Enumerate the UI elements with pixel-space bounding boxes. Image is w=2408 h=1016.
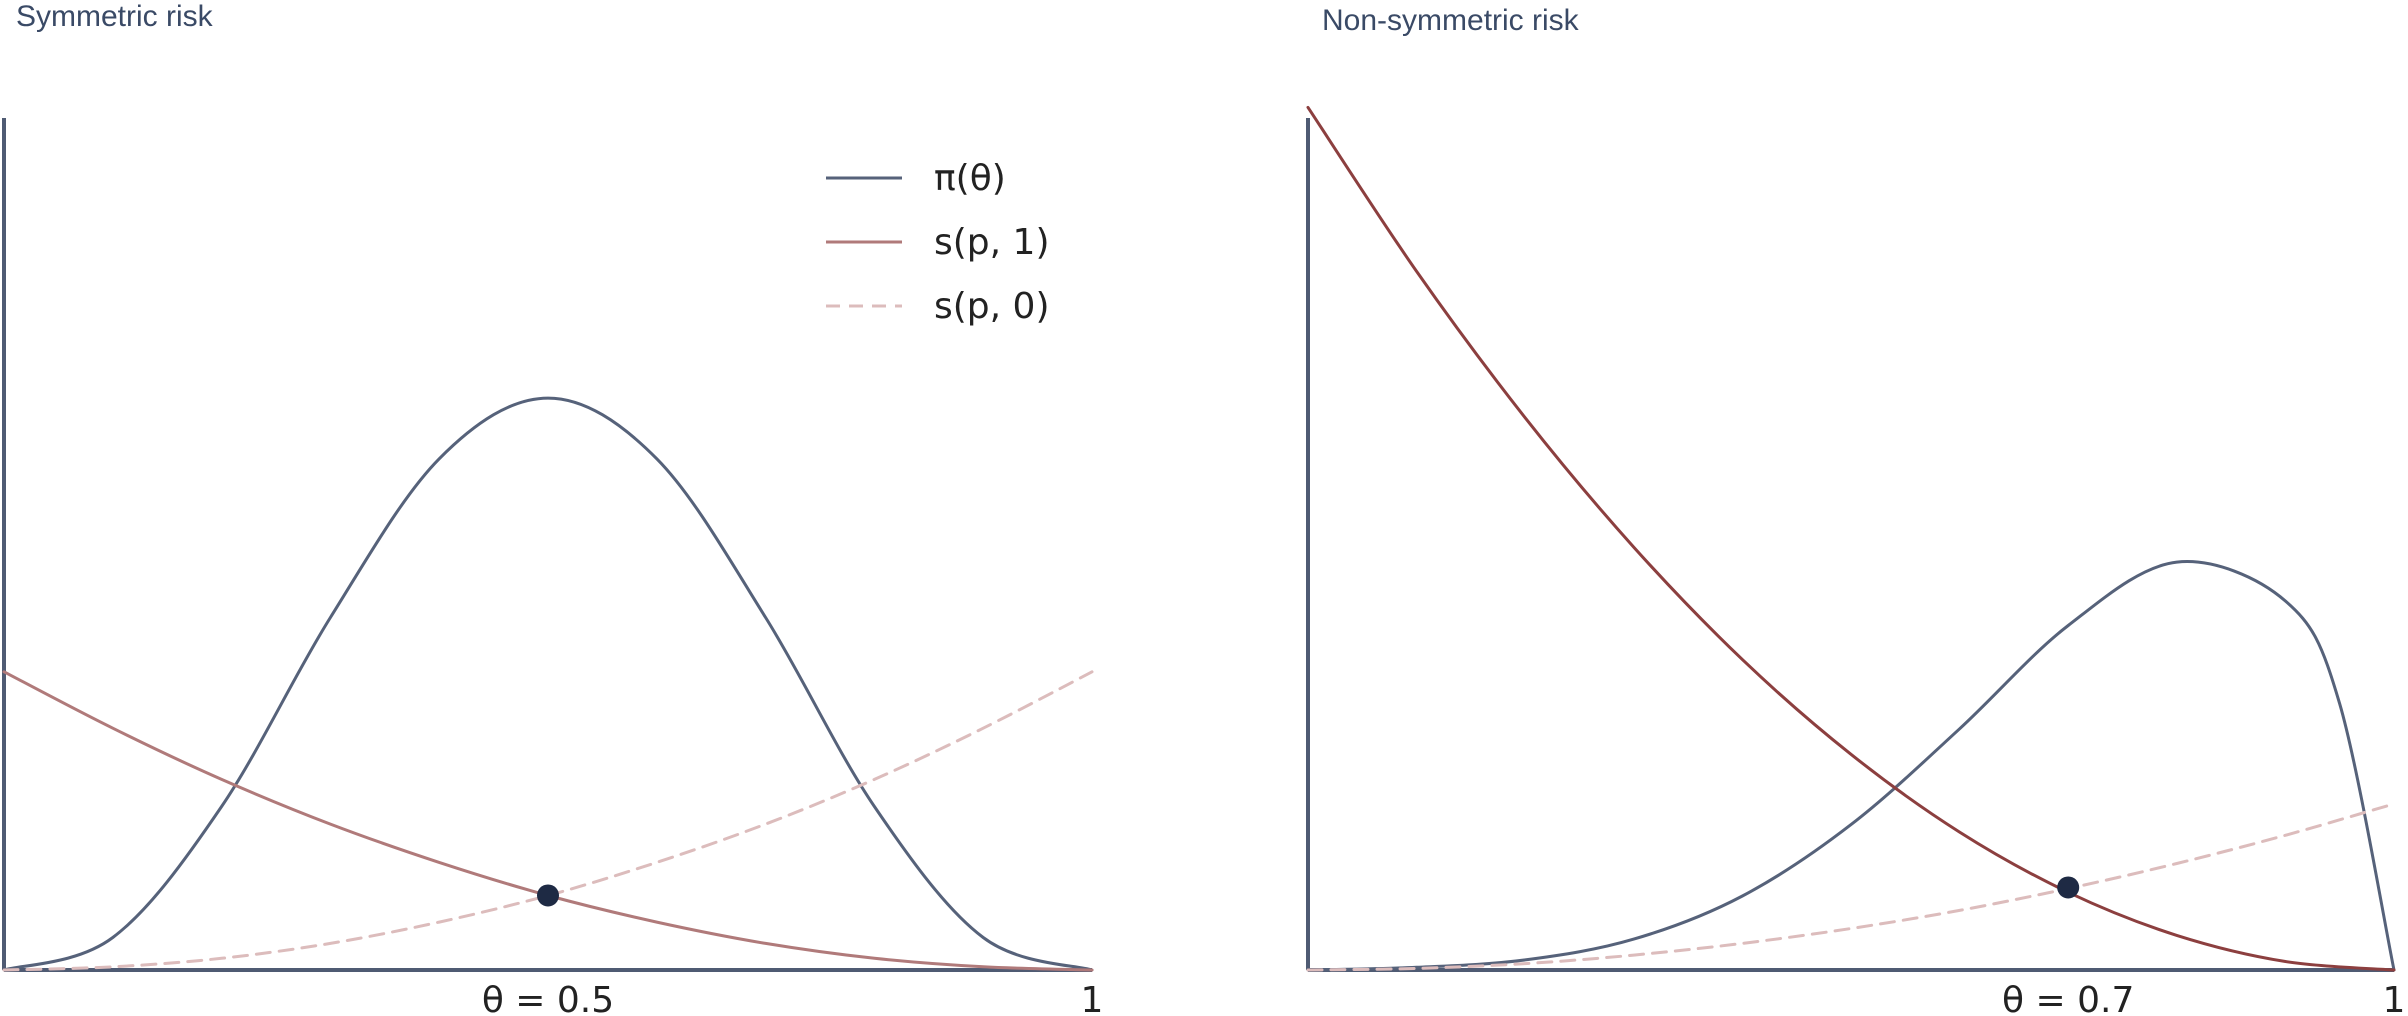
left-chart: θ = 0.5 1 π(θ) s(p, 1) s(p, 0) <box>2 118 1104 1016</box>
legend-label: π(θ) <box>934 158 1006 199</box>
intersection-point <box>2057 876 2080 899</box>
legend: π(θ) s(p, 1) s(p, 0) <box>826 158 1050 327</box>
s-p-0-curve <box>1306 802 2396 972</box>
x-tick-label: θ = 0.7 <box>2002 980 2134 1016</box>
legend-label: s(p, 1) <box>934 222 1050 263</box>
s-p-1-curve <box>1306 105 2396 972</box>
right-chart: θ = 0.7 1 <box>1306 105 2406 1016</box>
x-tick-label: 1 <box>1081 980 1104 1016</box>
intersection-point <box>537 884 559 907</box>
pi-theta-curve <box>1306 560 2396 972</box>
s-p-0-curve <box>2 670 1094 972</box>
pi-theta-curve <box>2 396 1094 972</box>
legend-label: s(p, 0) <box>934 286 1050 327</box>
left-panel-title: Symmetric risk <box>16 0 213 33</box>
right-panel-title: Non-symmetric risk <box>1322 4 1579 37</box>
s-p-1-curve <box>2 670 1094 972</box>
x-tick-label: 1 <box>2383 980 2406 1016</box>
x-tick-label: θ = 0.5 <box>482 980 614 1016</box>
